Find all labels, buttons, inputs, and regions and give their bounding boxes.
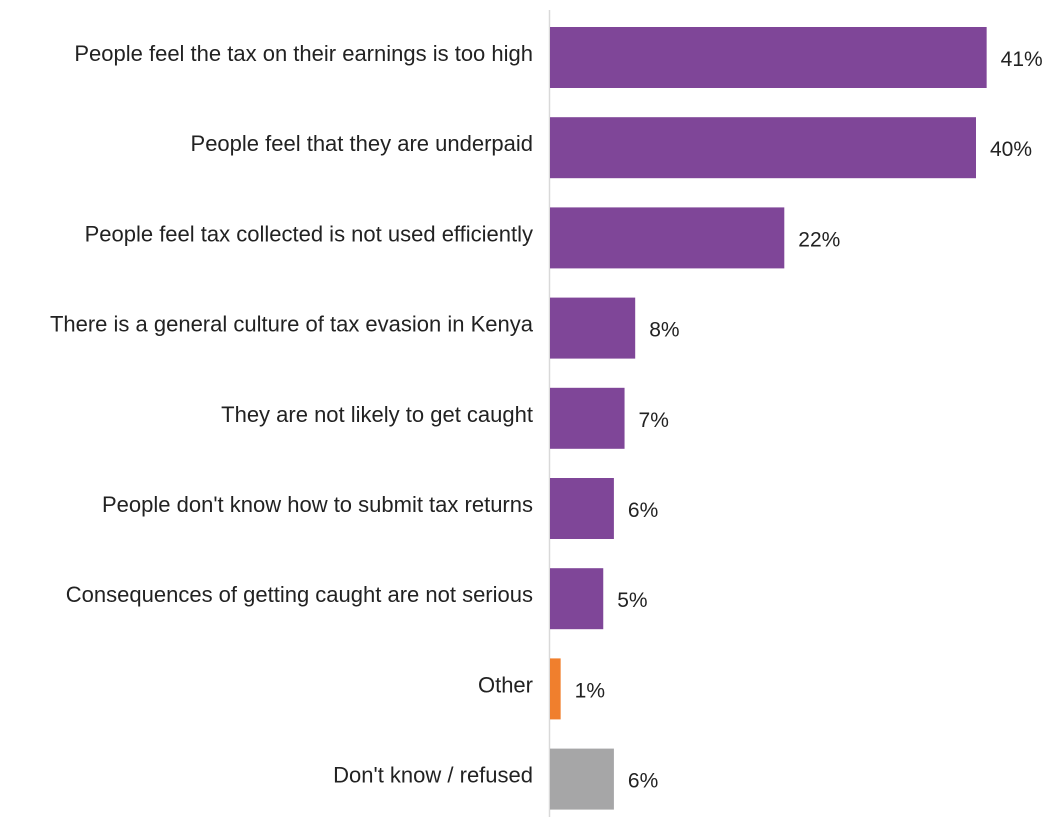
bar xyxy=(550,117,976,179)
value-label: 8% xyxy=(649,319,679,342)
bar xyxy=(550,27,987,88)
value-label: 6% xyxy=(628,770,658,793)
bar xyxy=(550,387,625,449)
category-label: Other xyxy=(478,672,533,697)
category-label: They are not likely to get caught xyxy=(221,402,533,427)
value-label: 7% xyxy=(639,409,669,432)
bar xyxy=(550,207,785,269)
category-label: People feel that they are underpaid xyxy=(191,131,533,156)
value-label: 40% xyxy=(990,138,1032,161)
labels-layer: People feel the tax on their earnings is… xyxy=(50,41,1043,793)
category-label: People don't know how to submit tax retu… xyxy=(102,492,533,517)
value-label: 1% xyxy=(575,679,605,702)
category-label: People feel tax collected is not used ef… xyxy=(85,221,533,246)
category-label: People feel the tax on their earnings is… xyxy=(74,41,533,66)
category-label: There is a general culture of tax evasio… xyxy=(50,312,534,337)
bars-layer xyxy=(550,27,987,810)
bar xyxy=(550,478,614,539)
value-label: 41% xyxy=(1001,48,1043,71)
bar xyxy=(550,297,636,359)
bar xyxy=(550,568,604,630)
bar xyxy=(550,748,614,810)
bar xyxy=(550,658,561,720)
value-label: 6% xyxy=(628,499,658,522)
value-label: 5% xyxy=(617,589,647,612)
category-label: Consequences of getting caught are not s… xyxy=(66,582,533,607)
value-label: 22% xyxy=(798,228,840,251)
category-label: Don't know / refused xyxy=(333,763,533,788)
